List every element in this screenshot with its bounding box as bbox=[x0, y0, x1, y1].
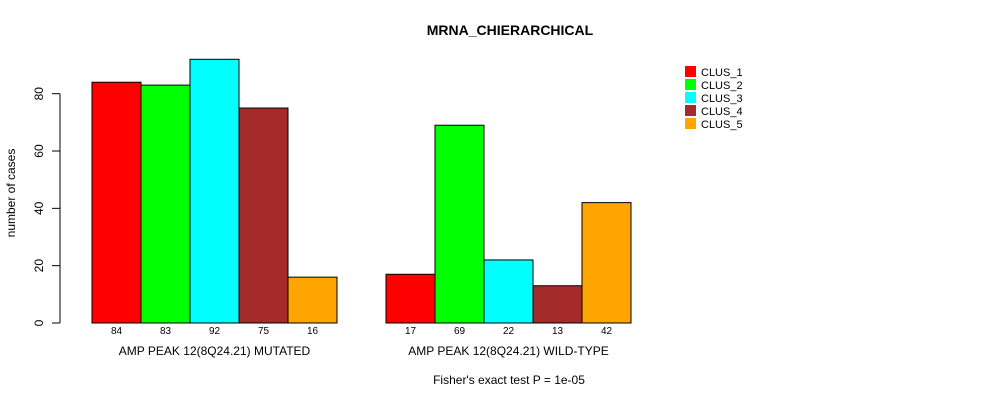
y-tick-label: 60 bbox=[32, 144, 46, 158]
y-tick-label: 80 bbox=[32, 87, 46, 101]
bar-value-label: 22 bbox=[503, 326, 515, 337]
group-labels: AMP PEAK 12(8Q24.21) MUTATED AMP PEAK 12(… bbox=[119, 344, 609, 358]
legend-swatch-clus-4 bbox=[685, 105, 696, 116]
legend-label-clus-5: CLUS_5 bbox=[701, 119, 743, 131]
legend-swatch-clus-2 bbox=[685, 79, 696, 90]
y-axis: 0 20 40 60 80 bbox=[32, 87, 61, 326]
bar-value-label: 17 bbox=[405, 326, 417, 337]
bar-clus-3-group-1 bbox=[189, 58, 240, 324]
y-tick-label: 40 bbox=[32, 201, 46, 215]
bar-clus-5-group-1 bbox=[287, 276, 338, 324]
bar-clus-4-group-1 bbox=[238, 107, 289, 324]
bar-clus-1-group-1 bbox=[91, 81, 142, 324]
bar-clus-2-group-2 bbox=[434, 124, 485, 324]
legend-swatch-clus-5 bbox=[685, 118, 696, 129]
bar-clus-5-group-2 bbox=[581, 202, 632, 324]
bar-value-label: 84 bbox=[111, 326, 123, 337]
bar-value-label: 83 bbox=[160, 326, 172, 337]
legend-label-clus-1: CLUS_1 bbox=[701, 67, 743, 79]
y-tick-label: 20 bbox=[32, 259, 46, 273]
bar-value-label: 69 bbox=[454, 326, 466, 337]
bar-value-label: 13 bbox=[552, 326, 564, 337]
bar-value-label: 16 bbox=[307, 326, 319, 337]
legend-label-clus-3: CLUS_3 bbox=[701, 93, 743, 105]
bar-value-label: 92 bbox=[209, 326, 221, 337]
y-axis-label: number of cases bbox=[4, 149, 18, 238]
legend-swatch-clus-3 bbox=[685, 92, 696, 103]
group-label-1: AMP PEAK 12(8Q24.21) MUTATED bbox=[119, 344, 311, 358]
group-label-2: AMP PEAK 12(8Q24.21) WILD-TYPE bbox=[408, 344, 609, 358]
bar-value-label: 75 bbox=[258, 326, 270, 337]
bar-clus-3-group-2 bbox=[483, 259, 534, 324]
bar-value-label: 42 bbox=[601, 326, 613, 337]
legend-swatch-clus-1 bbox=[685, 66, 696, 77]
bar-clus-4-group-2 bbox=[532, 285, 583, 324]
y-tick-label: 0 bbox=[32, 319, 46, 326]
bar-clus-1-group-2 bbox=[385, 273, 436, 324]
fisher-test-caption: Fisher's exact test P = 1e-05 bbox=[433, 373, 585, 387]
chart-title: MRNA_CHIERARCHICAL bbox=[427, 22, 594, 38]
legend-label-clus-2: CLUS_2 bbox=[701, 80, 743, 92]
legend-label-clus-4: CLUS_4 bbox=[701, 106, 743, 118]
bars-group: 84 83 92 75 16 17 69 22 13 42 bbox=[91, 58, 632, 337]
bar-clus-2-group-1 bbox=[140, 84, 191, 324]
